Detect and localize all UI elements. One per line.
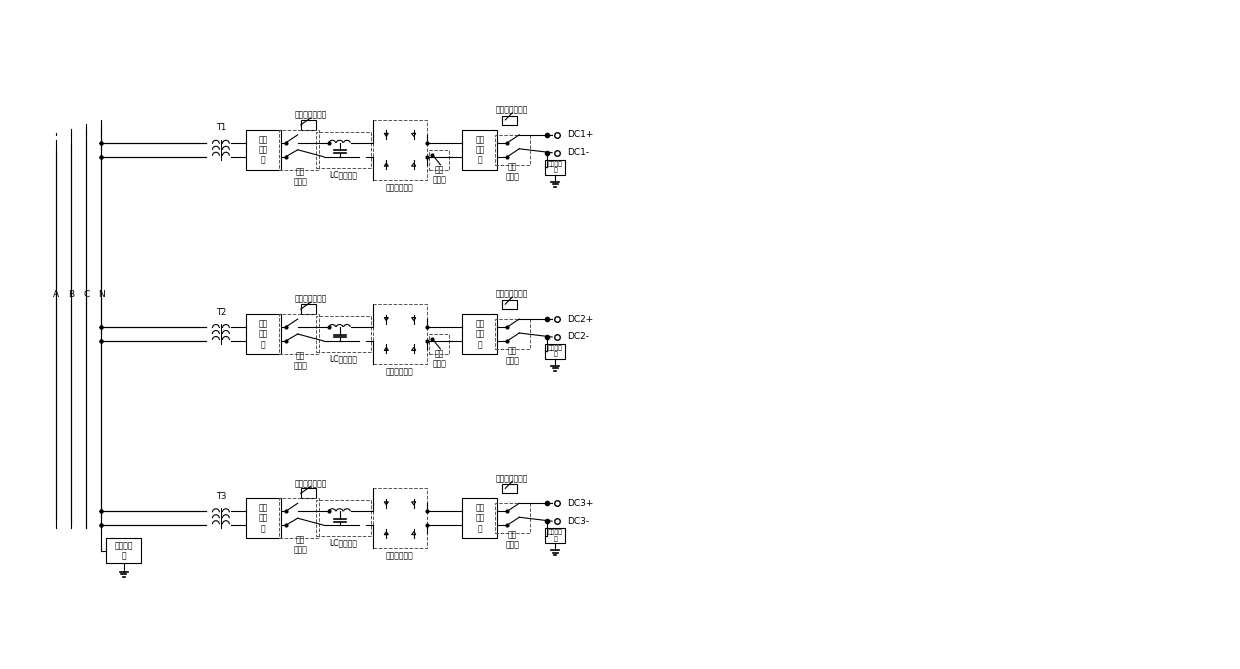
Text: DC2+: DC2+ xyxy=(567,314,594,324)
Text: N: N xyxy=(98,290,104,298)
Text: B: B xyxy=(68,290,74,298)
Text: 直流软启动回路: 直流软启动回路 xyxy=(496,106,528,114)
Bar xyxy=(279,130,319,170)
Bar xyxy=(502,484,517,493)
Bar xyxy=(546,160,565,175)
Text: DC2-: DC2- xyxy=(567,332,589,341)
Bar xyxy=(372,304,428,364)
Bar xyxy=(463,314,497,354)
Text: C: C xyxy=(83,290,89,298)
Text: 交流
滤波
器: 交流 滤波 器 xyxy=(259,319,268,349)
Text: 直流
滤波
器: 直流 滤波 器 xyxy=(475,503,485,533)
Bar xyxy=(546,344,565,359)
Bar xyxy=(301,488,316,498)
Text: DC3+: DC3+ xyxy=(567,499,594,508)
Text: 交流
滤波
器: 交流 滤波 器 xyxy=(259,135,268,165)
Text: 交流软启动回路: 交流软启动回路 xyxy=(295,294,327,304)
Bar xyxy=(495,135,531,165)
Text: LC滤波回路: LC滤波回路 xyxy=(329,170,357,179)
Bar xyxy=(279,314,319,354)
Text: 交流软启动回路: 交流软启动回路 xyxy=(295,479,327,488)
Text: 交流防雷
器: 交流防雷 器 xyxy=(114,541,133,561)
Text: 交流
接触器: 交流 接触器 xyxy=(294,351,308,371)
Text: DC3-: DC3- xyxy=(567,516,589,526)
Text: T3: T3 xyxy=(216,492,226,501)
Bar xyxy=(246,498,280,538)
Text: A: A xyxy=(53,290,60,298)
Text: 交流
接触器: 交流 接触器 xyxy=(294,535,308,555)
Text: 交流软启动回路: 交流软启动回路 xyxy=(295,110,327,119)
Bar xyxy=(316,500,371,536)
Text: 直流
接触器: 直流 接触器 xyxy=(433,349,446,369)
Text: LC滤波回路: LC滤波回路 xyxy=(329,355,357,363)
Text: LC滤波回路: LC滤波回路 xyxy=(329,539,357,548)
Text: 交流
接触器: 交流 接触器 xyxy=(294,167,308,187)
Text: 直流防雷
器: 直流防雷 器 xyxy=(548,161,563,173)
Bar xyxy=(463,498,497,538)
Bar xyxy=(301,304,316,314)
Bar xyxy=(429,150,449,170)
Bar xyxy=(107,538,141,563)
Text: 直流防雷
器: 直流防雷 器 xyxy=(548,530,563,542)
Text: 桥式逆变电路: 桥式逆变电路 xyxy=(386,183,414,192)
Text: 直流软启动回路: 直流软启动回路 xyxy=(496,474,528,483)
Bar xyxy=(463,130,497,170)
Text: T2: T2 xyxy=(216,308,226,316)
Text: 交流
滤波
器: 交流 滤波 器 xyxy=(259,503,268,533)
Text: 直流
滤波
器: 直流 滤波 器 xyxy=(475,135,485,165)
Text: 直流
接触器: 直流 接触器 xyxy=(506,162,520,181)
Bar xyxy=(429,334,449,354)
Text: 直流
接触器: 直流 接触器 xyxy=(506,531,520,550)
Bar xyxy=(502,300,517,309)
Bar xyxy=(279,498,319,538)
Text: 直流
接触器: 直流 接触器 xyxy=(506,347,520,366)
Bar xyxy=(495,319,531,349)
Bar xyxy=(502,116,517,125)
Text: DC1+: DC1+ xyxy=(567,130,594,139)
Bar xyxy=(316,316,371,352)
Text: 桥式逆变电路: 桥式逆变电路 xyxy=(386,551,414,561)
Text: T1: T1 xyxy=(216,123,226,132)
Bar xyxy=(301,120,316,130)
Bar xyxy=(246,130,280,170)
Bar xyxy=(372,120,428,180)
Text: 直流
滤波
器: 直流 滤波 器 xyxy=(475,319,485,349)
Bar xyxy=(546,529,565,543)
Bar xyxy=(495,503,531,533)
Text: 桥式逆变电路: 桥式逆变电路 xyxy=(386,367,414,377)
Text: DC1-: DC1- xyxy=(567,149,589,157)
Bar xyxy=(246,314,280,354)
Text: 直流
接触器: 直流 接触器 xyxy=(433,165,446,185)
Bar xyxy=(316,132,371,168)
Text: 直流防雷
器: 直流防雷 器 xyxy=(548,345,563,357)
Bar xyxy=(372,488,428,548)
Text: 直流软启动回路: 直流软启动回路 xyxy=(496,290,528,298)
